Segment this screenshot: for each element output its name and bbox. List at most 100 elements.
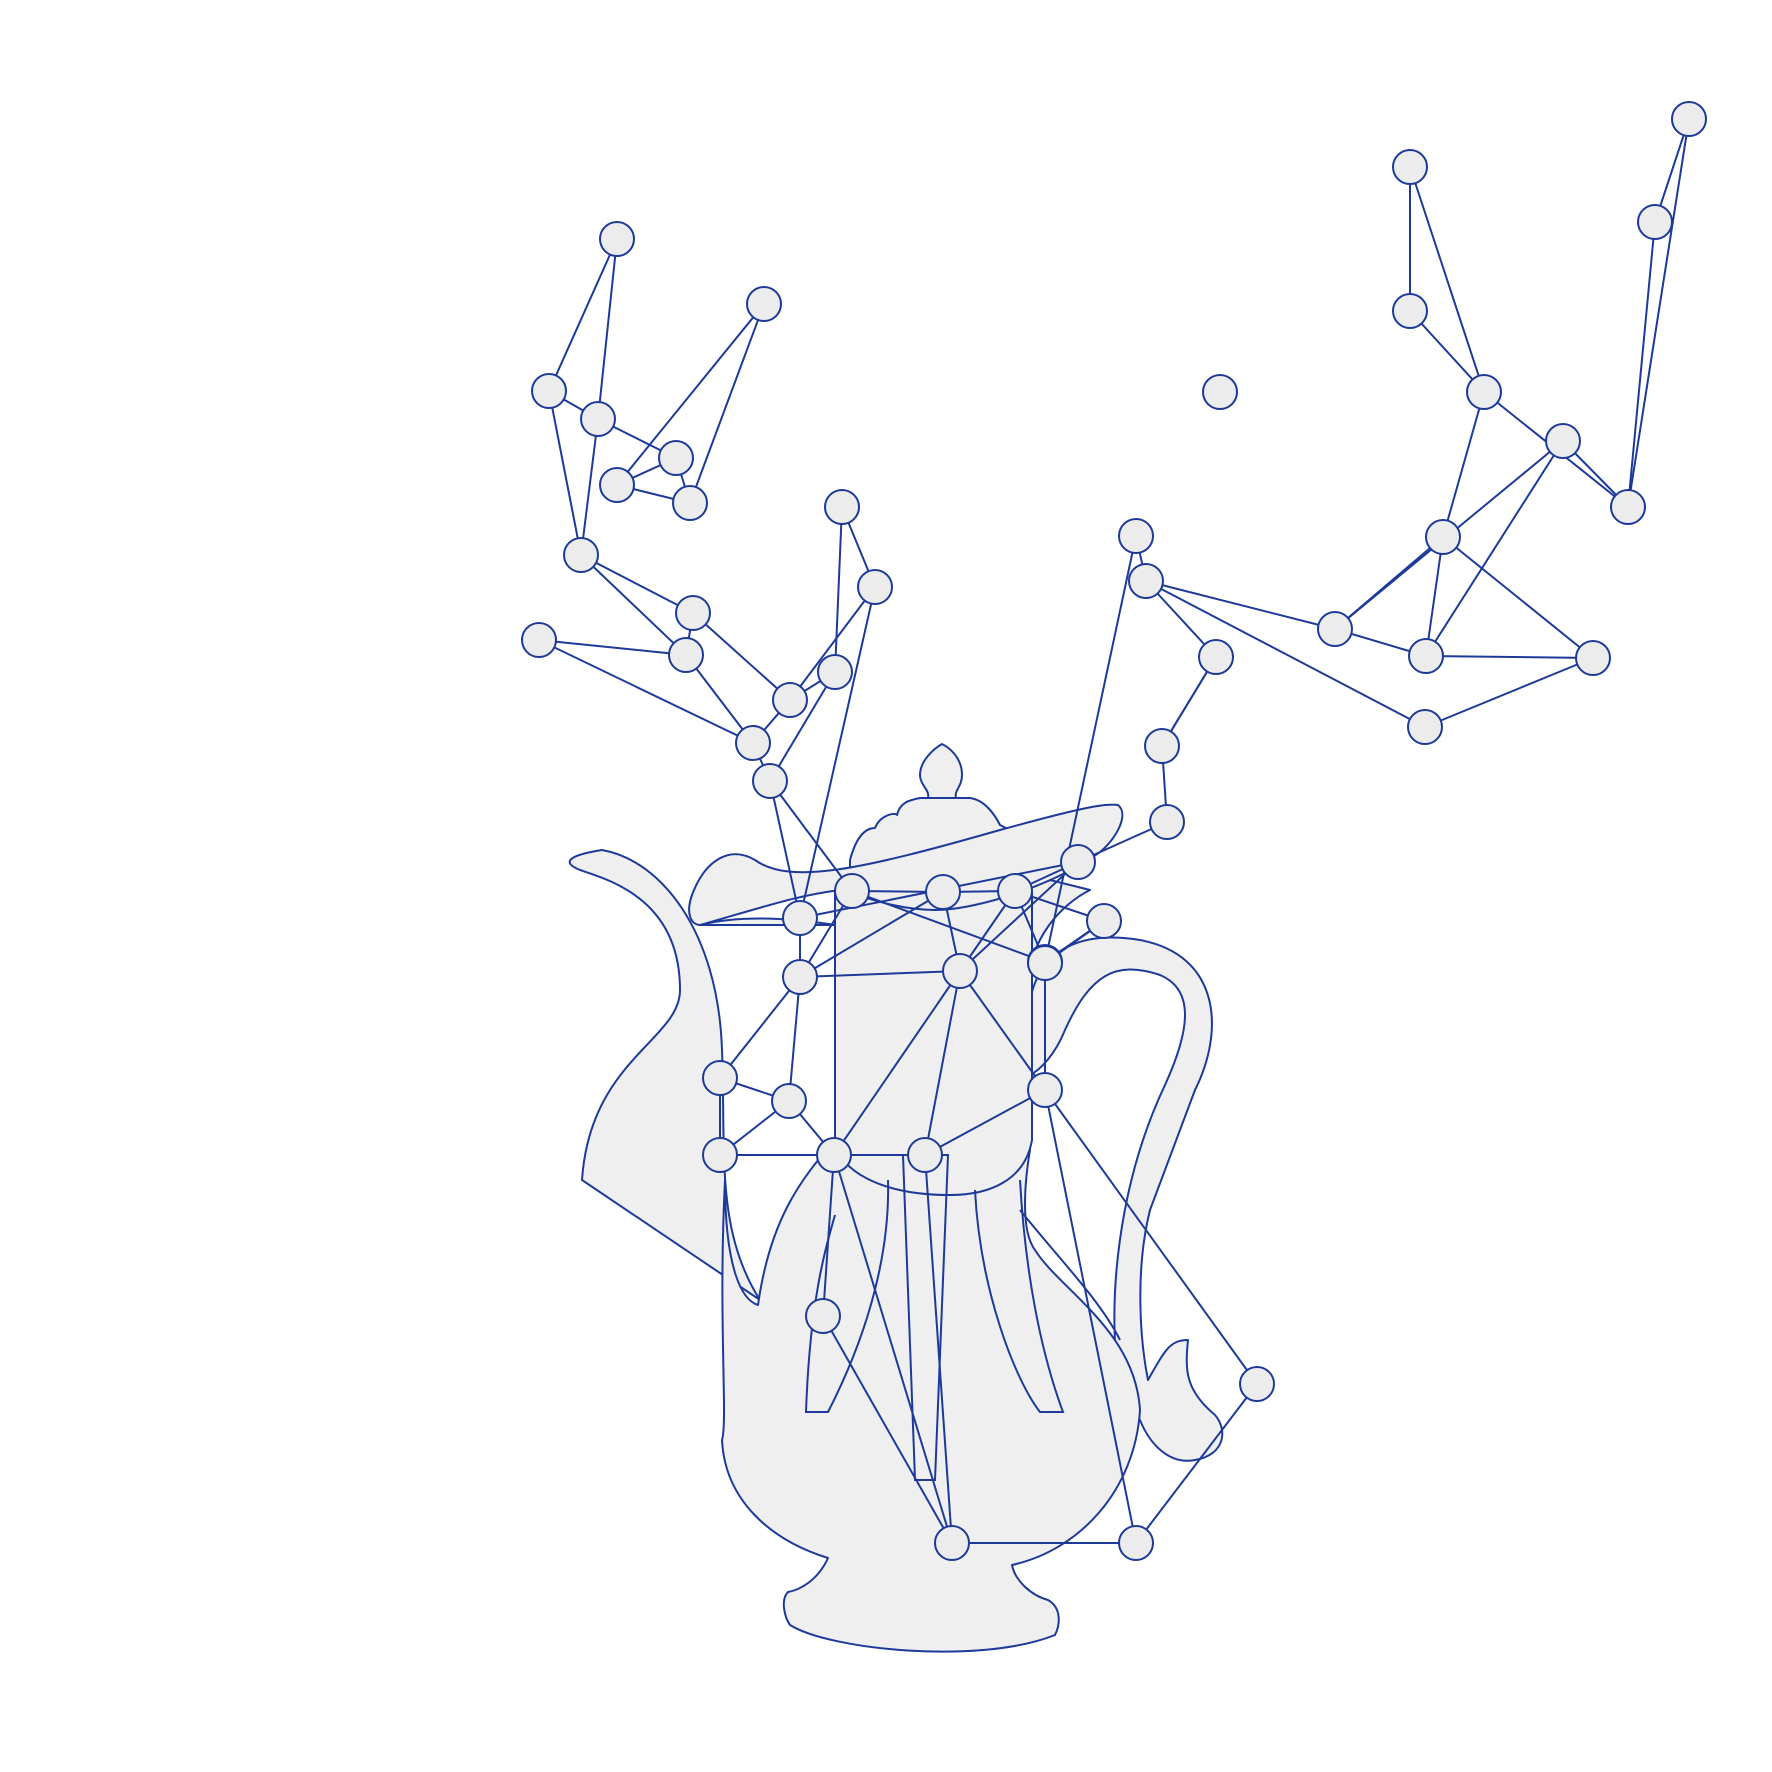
graph-node xyxy=(907,1137,943,1173)
graph-node xyxy=(1610,489,1646,525)
graph-node xyxy=(735,725,771,761)
graph-edge xyxy=(580,554,694,614)
graph-edge xyxy=(799,586,876,919)
graph-node xyxy=(1027,945,1063,981)
graph-node xyxy=(816,1137,852,1173)
graph-node xyxy=(772,682,808,718)
graph-node xyxy=(658,440,694,476)
teapot-knob xyxy=(919,743,963,799)
teapot-spout xyxy=(568,849,761,1301)
graph-node xyxy=(1392,293,1428,329)
graph-node xyxy=(1671,101,1707,137)
graph-node xyxy=(1118,518,1154,554)
graph-edge xyxy=(1442,536,1594,659)
graph-node xyxy=(1392,149,1428,185)
teapot-handle xyxy=(1029,936,1224,1462)
graph-edge xyxy=(689,303,765,504)
graph-edge xyxy=(1425,536,1444,657)
graph-edge xyxy=(616,303,765,486)
graph-node xyxy=(1027,1072,1063,1108)
body-ribbon-right xyxy=(974,1179,1065,1413)
graph-edge xyxy=(548,238,618,392)
graph-edge xyxy=(834,506,843,673)
graph-edge xyxy=(822,1315,953,1544)
graph-edge xyxy=(597,238,618,420)
graph-node xyxy=(942,953,978,989)
graph-node xyxy=(1060,844,1096,880)
graph-edge xyxy=(1654,118,1690,223)
graph-node xyxy=(521,622,557,658)
graph-edge xyxy=(799,891,944,978)
graph-edge xyxy=(924,1154,953,1544)
graph-node xyxy=(824,489,860,525)
graph-edge xyxy=(580,554,687,656)
graph-edge xyxy=(1627,221,1656,508)
body-ribbon-left xyxy=(804,1179,890,1413)
graph-node xyxy=(1408,638,1444,674)
graph-node xyxy=(580,401,616,437)
graph-edge xyxy=(851,890,1046,963)
graph-nodes xyxy=(521,101,1707,1561)
graph-edge xyxy=(833,1154,953,1544)
graph-edge xyxy=(538,639,754,744)
graph-edge xyxy=(959,861,1079,972)
graph-node xyxy=(1202,374,1238,410)
graph-edge xyxy=(789,586,876,701)
graph-node xyxy=(1239,1366,1275,1402)
graph-edge xyxy=(1145,580,1426,728)
graph-node xyxy=(1575,640,1611,676)
graph-edge xyxy=(1044,535,1137,963)
teapot-illustration xyxy=(568,743,1224,1653)
graph-node xyxy=(805,1298,841,1334)
graph-node xyxy=(1545,423,1581,459)
graph-node xyxy=(752,763,788,799)
graph-edge xyxy=(1409,310,1485,393)
graph-edge xyxy=(580,418,599,556)
graph-edge xyxy=(769,780,801,919)
graph-edge xyxy=(685,654,754,744)
graph-node xyxy=(1149,804,1185,840)
graph-node xyxy=(782,900,818,936)
graph-node xyxy=(702,1137,738,1173)
graph-node xyxy=(599,467,635,503)
graph-node xyxy=(1086,903,1122,939)
graph-node xyxy=(782,959,818,995)
graph-edge xyxy=(788,976,801,1102)
graph-node xyxy=(672,485,708,521)
graph-edge xyxy=(1135,1383,1258,1544)
graph-edge xyxy=(692,612,791,701)
graph-node xyxy=(817,654,853,690)
graph-edge xyxy=(959,970,1046,1091)
graph-edge xyxy=(1044,1089,1137,1544)
graph-node xyxy=(531,373,567,409)
graph-edge xyxy=(719,976,801,1079)
graph-edge xyxy=(1424,657,1594,728)
graph-edge xyxy=(822,1154,835,1317)
graph-node xyxy=(1407,709,1443,745)
graph-node xyxy=(702,1060,738,1096)
graph-edge xyxy=(799,970,961,978)
graph-node xyxy=(746,286,782,322)
graph-node xyxy=(1425,519,1461,555)
graph-edge xyxy=(769,780,853,892)
graph-node xyxy=(857,569,893,605)
graph-node xyxy=(563,537,599,573)
body-ribbon-far xyxy=(1019,1209,1121,1341)
graph-edge xyxy=(1409,166,1485,393)
graph-edge xyxy=(1425,440,1564,657)
graph-node xyxy=(1144,728,1180,764)
graph-node xyxy=(599,221,635,257)
graph-node xyxy=(675,595,711,631)
graph-edge xyxy=(548,390,582,556)
graph-edge xyxy=(769,671,836,782)
graph-node xyxy=(668,637,704,673)
graph-edge xyxy=(1145,580,1336,630)
graph-node xyxy=(1118,1525,1154,1561)
graph-edge xyxy=(924,970,961,1156)
graph-node xyxy=(1317,611,1353,647)
graph-node xyxy=(834,873,870,909)
graph-node xyxy=(997,873,1033,909)
graph-node xyxy=(925,874,961,910)
graph-edge xyxy=(538,639,687,656)
